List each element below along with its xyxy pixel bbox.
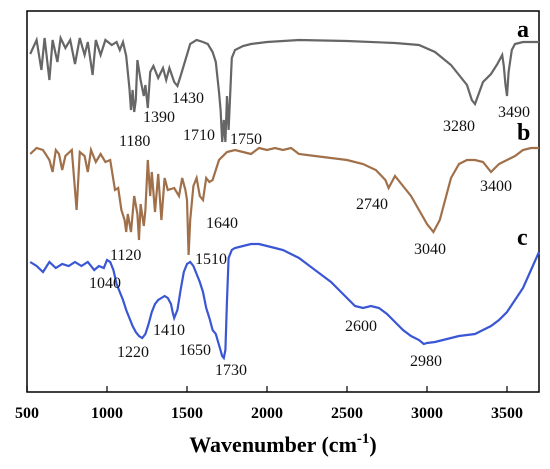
plot-frame xyxy=(26,10,540,393)
trace-label-a: a xyxy=(517,17,529,43)
trace-label-b: b xyxy=(517,120,530,146)
x-tick-label-1000: 1000 xyxy=(91,405,123,422)
annotation-b-1120: 1120 xyxy=(110,247,141,264)
annotation-b-3040: 3040 xyxy=(414,241,446,258)
annotation-a-3490: 3490 xyxy=(498,104,530,121)
x-axis-label-main: Wavenumber (cm xyxy=(189,432,357,457)
series-b-line xyxy=(29,145,539,256)
annotation-a-1430: 1430 xyxy=(172,90,204,107)
x-tick-label-3000: 3000 xyxy=(411,405,443,422)
annotation-c-2600: 2600 xyxy=(345,318,377,335)
annotation-c-1040: 1040 xyxy=(89,275,121,292)
annotation-c-1410: 1410 xyxy=(153,322,185,339)
trace-label-c: c xyxy=(517,225,528,251)
annotation-c-2980: 2980 xyxy=(410,353,442,370)
x-axis-label: Wavenumber (cm-1) xyxy=(189,431,376,457)
series-a-line xyxy=(29,34,539,143)
x-ticks xyxy=(26,386,508,392)
x-tick-label-2500: 2500 xyxy=(331,405,363,422)
x-axis-label-superscript: -1 xyxy=(357,431,370,447)
annotation-c-1650: 1650 xyxy=(179,342,211,359)
annotation-b-1640: 1640 xyxy=(206,215,238,232)
annotation-a-1180: 1180 xyxy=(119,133,150,150)
annotation-a-1390: 1390 xyxy=(143,109,175,126)
x-tick-label-500: 500 xyxy=(15,405,39,422)
x-tick-label-2000: 2000 xyxy=(251,405,283,422)
x-axis-label-close: ) xyxy=(369,432,376,457)
x-tick-labels: 500 1000 1500 2000 2500 3000 3500 xyxy=(15,405,523,422)
annotation-a-1750: 1750 xyxy=(230,131,262,148)
peak-annotations: 1180 1390 1430 1710 1750 3280 3490 1120 … xyxy=(89,90,530,379)
x-tick-label-3500: 3500 xyxy=(491,405,523,422)
annotation-b-3400: 3400 xyxy=(480,178,512,195)
series-c-line xyxy=(29,242,541,361)
annotation-c-1510: 1510 xyxy=(195,251,227,268)
annotation-a-3280: 3280 xyxy=(443,118,475,135)
x-tick-label-1500: 1500 xyxy=(171,405,203,422)
annotation-a-1710: 1710 xyxy=(183,127,215,144)
annotation-c-1730: 1730 xyxy=(215,362,247,379)
annotation-b-2740: 2740 xyxy=(356,196,388,213)
annotation-c-1220: 1220 xyxy=(117,344,149,361)
